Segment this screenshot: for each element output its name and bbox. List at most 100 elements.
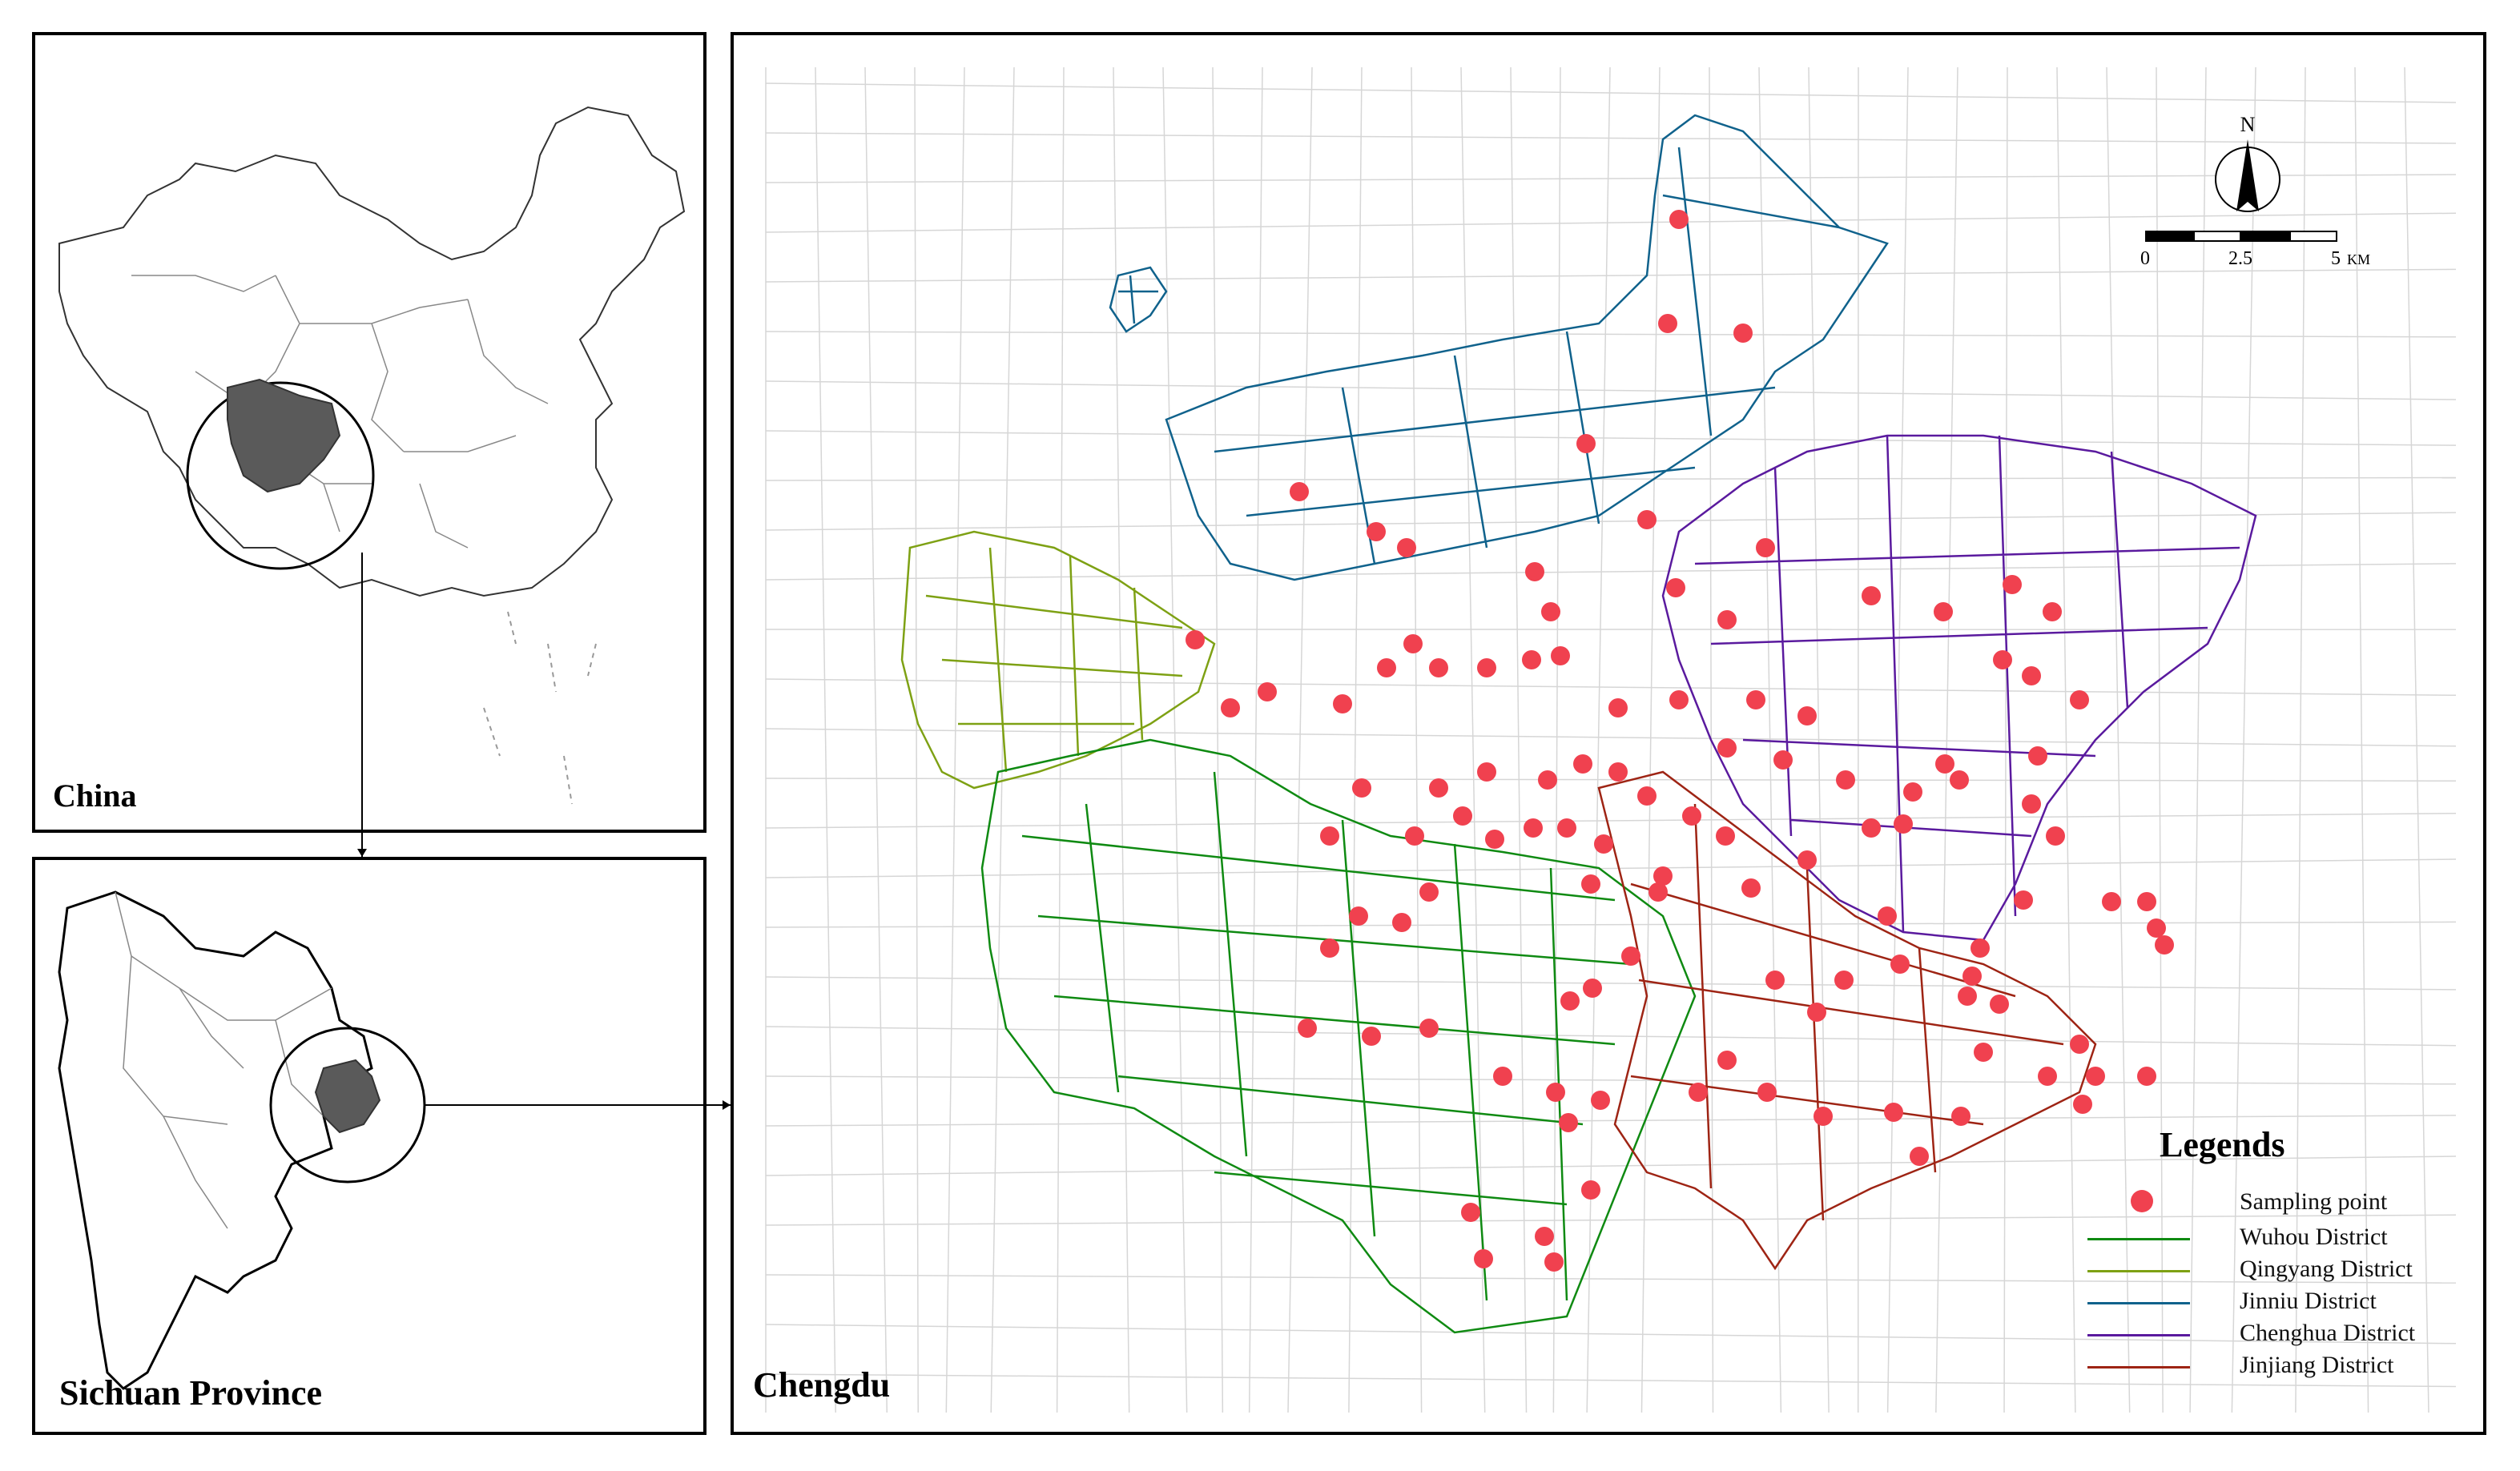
sampling-point xyxy=(1429,778,1448,798)
legend-label: Jinjiang District xyxy=(2240,1352,2394,1378)
sampling-point xyxy=(1221,698,1240,717)
legend-item-wuhou: Wuhou District xyxy=(2087,1224,2472,1256)
sampling-point xyxy=(1974,1043,1993,1062)
scale-label-0: 0 xyxy=(2140,248,2150,269)
jinjiang-district-roads xyxy=(1597,770,2097,1271)
sampling-point xyxy=(1392,913,1411,932)
sampling-point xyxy=(1836,770,1855,790)
chengdu-road-map xyxy=(765,66,2457,1413)
sampling-point xyxy=(1773,750,1793,770)
sampling-point xyxy=(1746,690,1765,709)
north-label: N xyxy=(2240,113,2256,136)
jinniu-line-symbol xyxy=(2087,1302,2190,1304)
sampling-point xyxy=(1834,971,1854,990)
sampling-point xyxy=(1807,1003,1826,1022)
legend-item-qingyang: Qingyang District xyxy=(2087,1256,2472,1288)
jinniu-district-roads xyxy=(1165,114,1889,581)
sampling-point xyxy=(1669,690,1689,709)
sampling-point xyxy=(1576,434,1596,453)
legend-label: Sampling point xyxy=(2240,1188,2388,1215)
sampling-point xyxy=(1951,1107,1971,1126)
sampling-point xyxy=(1797,706,1817,725)
sampling-point xyxy=(2038,1067,2057,1086)
sampling-point xyxy=(2028,746,2047,766)
sampling-point xyxy=(1862,818,1881,838)
sampling-point xyxy=(2070,690,2089,709)
district-road-networks xyxy=(900,114,2257,1334)
sampling-point xyxy=(1493,1067,1512,1086)
sampling-point xyxy=(1403,634,1423,653)
sampling-point xyxy=(2155,935,2174,955)
sampling-point xyxy=(1666,578,1685,597)
sampling-point xyxy=(1559,1113,1578,1132)
sampling-point xyxy=(1349,906,1368,926)
sampling-point xyxy=(1608,762,1628,782)
scale-unit: KM xyxy=(2347,251,2371,267)
sampling-point xyxy=(1544,1252,1564,1272)
sampling-point xyxy=(1862,586,1881,605)
scale-segment-3 xyxy=(2241,231,2289,242)
legend-label: Jinniu District xyxy=(2240,1288,2377,1314)
sampling-point xyxy=(1477,658,1496,677)
sampling-point xyxy=(2022,794,2041,814)
sampling-point xyxy=(1993,650,2012,669)
sichuan-overview-panel: Sichuan Province xyxy=(32,857,706,1435)
sampling-point xyxy=(2102,892,2121,911)
sichuan-title: Sichuan Province xyxy=(59,1373,323,1413)
sampling-point xyxy=(1935,754,1954,774)
sampling-point xyxy=(2137,892,2156,911)
sampling-point xyxy=(1258,682,1277,701)
sampling-point xyxy=(1903,782,1922,802)
sampling-point xyxy=(1522,650,1541,669)
sampling-point xyxy=(1757,1083,1777,1102)
sampling-point xyxy=(1733,324,1753,343)
legend-item-chenghua: Chenghua District xyxy=(2087,1320,2472,1352)
sampling-point xyxy=(1717,1051,1737,1070)
jinjiang-line-symbol xyxy=(2087,1366,2190,1369)
north-arrow-icon: N xyxy=(2215,113,2280,212)
sampling-point xyxy=(1637,510,1657,529)
legend-label: Wuhou District xyxy=(2240,1224,2388,1250)
sampling-point xyxy=(1950,770,1969,790)
sichuan-map xyxy=(58,890,426,1390)
legend-item-sampling-point: Sampling point xyxy=(2087,1188,2472,1220)
chengdu-map-panel: N 0 2.5 5 KM Legends Sampling point Wuho… xyxy=(731,32,2486,1435)
chenghua-line-symbol xyxy=(2087,1334,2190,1336)
sampling-point xyxy=(1333,694,1352,713)
sampling-point xyxy=(1560,991,1580,1011)
legend-item-jinniu: Jinniu District xyxy=(2087,1288,2472,1320)
sampling-point xyxy=(1485,830,1504,849)
sampling-point xyxy=(1320,826,1339,846)
sampling-point xyxy=(1405,826,1424,846)
sampling-point xyxy=(1962,967,1982,986)
sampling-point xyxy=(1765,971,1785,990)
sampling-point xyxy=(1717,738,1737,758)
sampling-point xyxy=(2073,1095,2092,1114)
sampling-point xyxy=(1453,806,1472,826)
sampling-point xyxy=(2043,602,2062,621)
sampling-point xyxy=(1716,826,1735,846)
sampling-point xyxy=(1524,818,1543,838)
scale-label-5: 5 xyxy=(2331,248,2341,269)
sampling-point xyxy=(1290,482,1309,501)
sampling-point xyxy=(1756,538,1775,557)
sampling-point xyxy=(1461,1203,1480,1222)
sampling-point xyxy=(1538,770,1557,790)
sampling-point xyxy=(1320,938,1339,958)
scale-label-2-5: 2.5 xyxy=(2228,248,2252,269)
sampling-point xyxy=(2022,666,2041,685)
sampling-point xyxy=(1653,866,1673,886)
sampling-point xyxy=(1658,314,1677,333)
sampling-point xyxy=(1797,850,1817,870)
sampling-point xyxy=(1648,882,1668,902)
sampling-point xyxy=(1689,1083,1708,1102)
sampling-point xyxy=(1573,754,1592,774)
sampling-point xyxy=(1621,947,1640,966)
chengdu-title: Chengdu xyxy=(753,1365,891,1405)
sampling-point xyxy=(1397,538,1416,557)
sampling-point xyxy=(1367,522,1386,541)
sampling-point xyxy=(1990,995,2009,1014)
north-arrow: N xyxy=(2208,107,2288,243)
sampling-point xyxy=(1890,955,1910,974)
sampling-point xyxy=(1581,874,1600,894)
